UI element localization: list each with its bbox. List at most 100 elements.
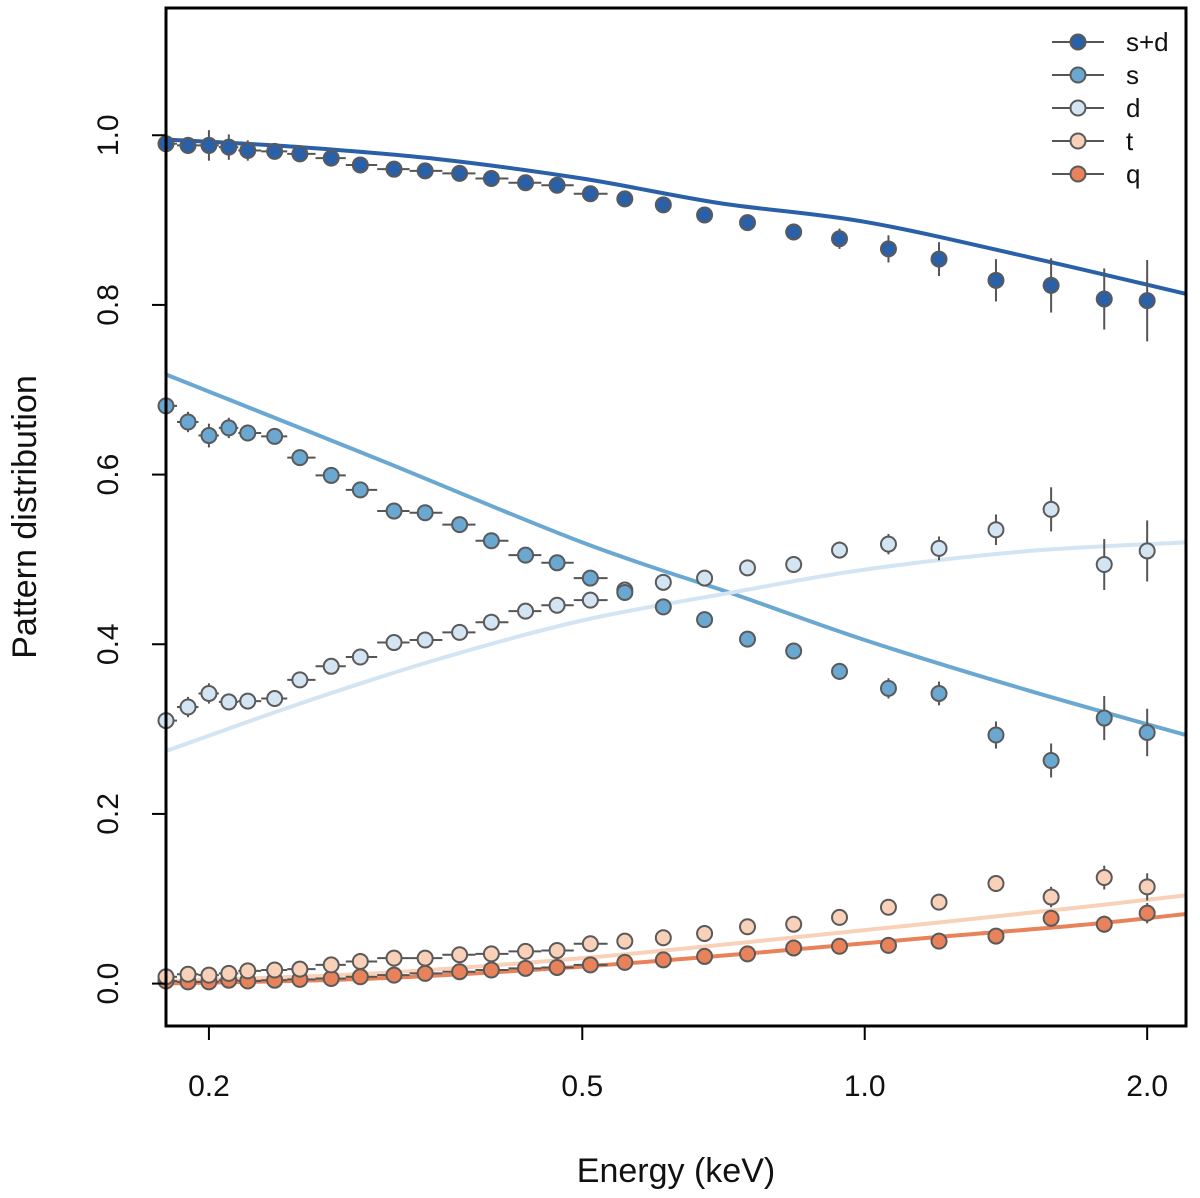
y-tick-label: 0.2 <box>92 793 125 835</box>
data-point-t <box>517 942 535 960</box>
legend-marker <box>1069 165 1087 183</box>
data-point-d <box>517 602 535 620</box>
data-point-q <box>831 937 849 955</box>
data-point-s <box>351 481 369 499</box>
data-point-s+d <box>266 142 284 160</box>
data-point-t <box>581 935 599 953</box>
data-point-s <box>1138 723 1156 741</box>
legend-label: s+d <box>1126 27 1169 57</box>
data-point-s+d <box>322 149 340 167</box>
data-point-t <box>987 874 1005 892</box>
data-point-s <box>220 419 238 437</box>
y-tick-label: 0.6 <box>92 454 125 496</box>
data-point-q <box>451 963 469 981</box>
data-point-t <box>1138 878 1156 896</box>
data-point-s+d <box>200 136 218 154</box>
data-point-s <box>200 427 218 445</box>
data-point-s+d <box>581 185 599 203</box>
data-point-d <box>239 692 257 710</box>
data-point-t <box>831 908 849 926</box>
data-point-s <box>517 546 535 564</box>
data-point-d <box>1138 542 1156 560</box>
data-point-s <box>416 504 434 522</box>
data-point-q <box>785 939 803 957</box>
data-point-s+d <box>785 223 803 241</box>
data-point-d <box>1095 556 1113 574</box>
y-tick-label: 1.0 <box>92 114 125 156</box>
x-axis: 0.2 0.5 1.0 2.0 <box>188 1026 1168 1103</box>
data-point-q <box>581 956 599 974</box>
data-point-s <box>739 630 757 648</box>
data-point-s+d <box>739 214 757 232</box>
data-point-s+d <box>385 160 403 178</box>
x-axis-title: Energy (keV) <box>577 1152 775 1190</box>
y-tick-label: 0.8 <box>92 284 125 326</box>
data-point-t <box>220 964 238 982</box>
data-point-d <box>416 631 434 649</box>
data-point-s <box>179 413 197 431</box>
data-point-d <box>179 698 197 716</box>
data-point-q <box>482 961 500 979</box>
data-point-d <box>266 690 284 708</box>
data-point-q <box>739 945 757 963</box>
data-point-t <box>785 915 803 933</box>
data-point-s <box>451 516 469 534</box>
y-axis-title: Pattern distribution <box>6 375 44 659</box>
data-point-s <box>654 598 672 616</box>
series-d-points <box>157 487 1156 730</box>
legend-label: s <box>1126 60 1139 90</box>
data-point-s <box>987 726 1005 744</box>
model-curve-s <box>165 372 1187 737</box>
data-point-s+d <box>879 240 897 258</box>
data-point-t <box>879 898 897 916</box>
data-point-s <box>785 642 803 660</box>
legend-marker <box>1069 132 1087 150</box>
data-point-d <box>548 596 566 614</box>
data-point-d <box>785 556 803 574</box>
data-point-s+d <box>239 142 257 160</box>
data-point-s+d <box>416 162 434 180</box>
data-point-s+d <box>1138 292 1156 310</box>
data-point-d <box>451 623 469 641</box>
data-point-d <box>351 648 369 666</box>
data-point-t <box>179 965 197 983</box>
data-point-d <box>987 521 1005 539</box>
data-point-t <box>416 949 434 967</box>
data-point-q <box>1042 909 1060 927</box>
data-point-s+d <box>1095 290 1113 308</box>
data-point-q <box>879 936 897 954</box>
data-point-t <box>322 956 340 974</box>
data-point-d <box>322 657 340 675</box>
data-point-s <box>266 427 284 445</box>
data-point-d <box>831 541 849 559</box>
data-point-s <box>616 584 634 602</box>
data-point-s <box>385 502 403 520</box>
model-curve-s+d <box>165 137 1187 296</box>
series-s-points <box>157 397 1156 778</box>
data-point-s+d <box>548 176 566 194</box>
data-point-s+d <box>831 230 849 248</box>
data-point-t <box>451 946 469 964</box>
data-point-d <box>879 535 897 553</box>
data-point-d <box>739 559 757 577</box>
data-point-q <box>1095 915 1113 933</box>
data-point-s <box>291 449 309 467</box>
y-tick-label: 0.0 <box>92 963 125 1005</box>
data-point-s+d <box>351 156 369 174</box>
y-axis: 0.0 0.2 0.4 0.6 0.8 1.0 <box>92 114 166 1004</box>
data-point-t <box>616 932 634 950</box>
data-point-s <box>930 684 948 702</box>
data-point-s+d <box>482 170 500 188</box>
data-point-s+d <box>696 206 714 224</box>
data-point-t <box>739 918 757 936</box>
data-point-d <box>220 693 238 711</box>
data-point-d <box>696 569 714 587</box>
legend-label: d <box>1126 93 1140 123</box>
data-point-t <box>548 941 566 959</box>
data-point-q <box>1138 904 1156 922</box>
data-point-s+d <box>987 271 1005 289</box>
legend-marker <box>1069 33 1087 51</box>
data-point-q <box>987 927 1005 945</box>
